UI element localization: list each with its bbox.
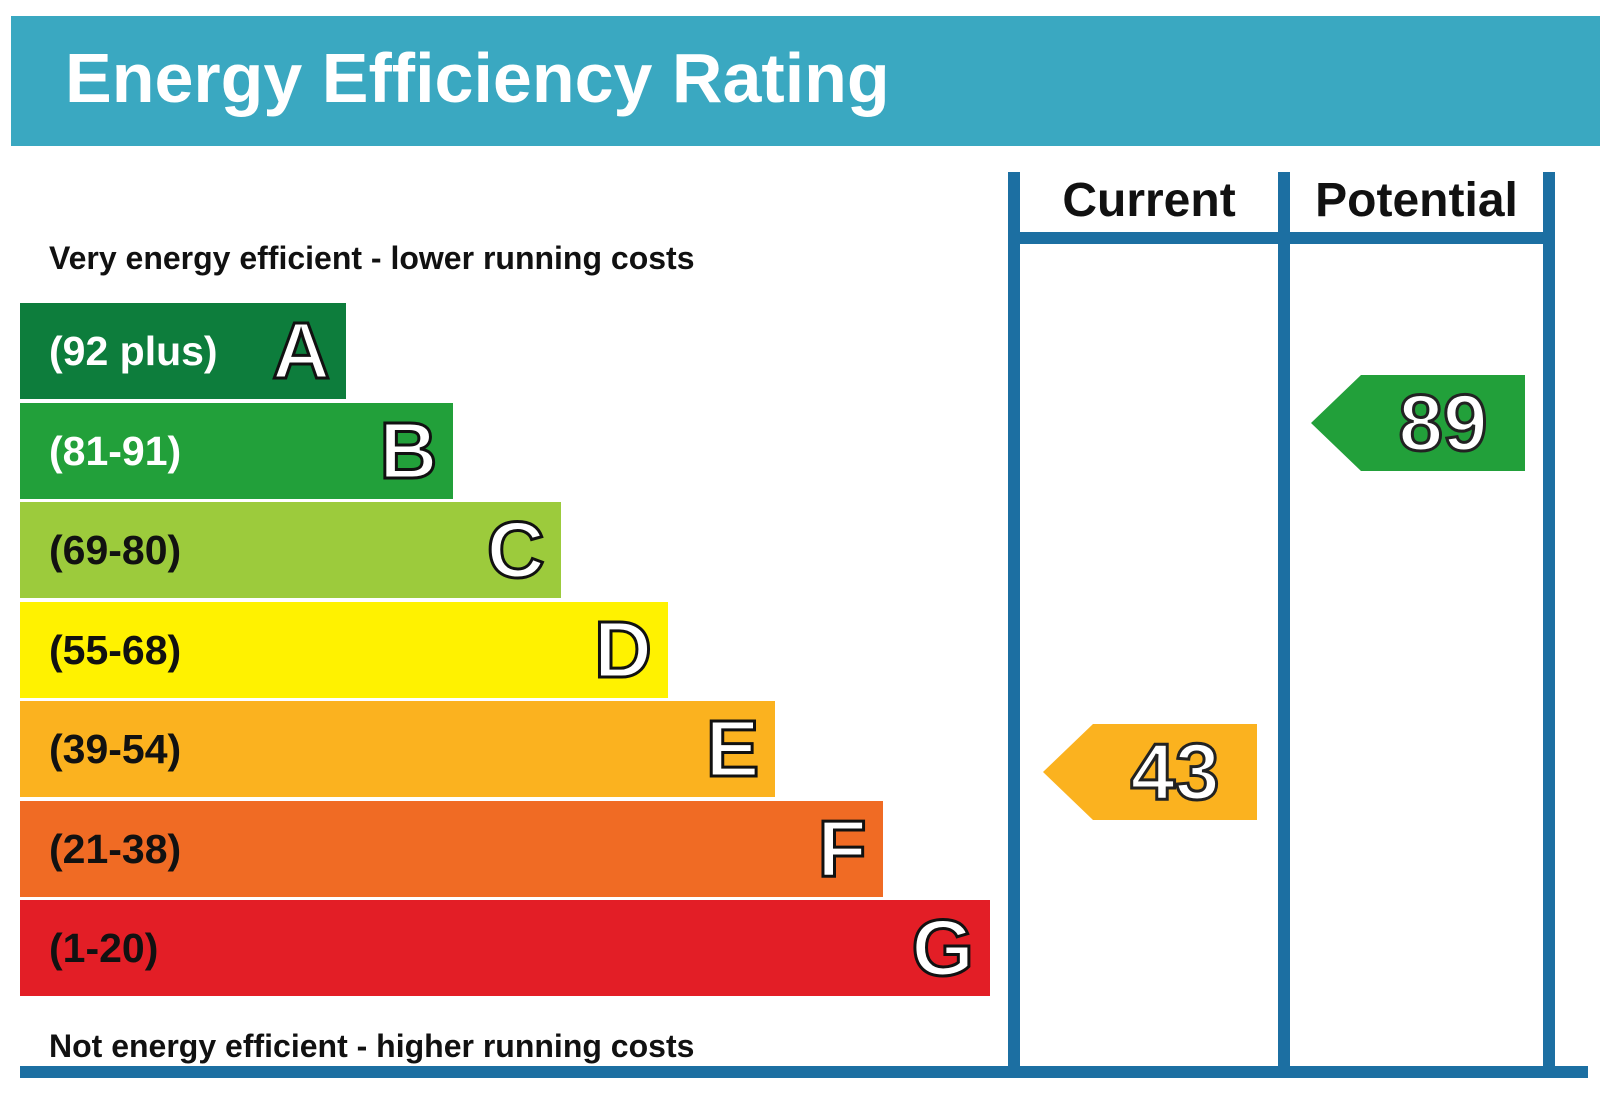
caption-very-efficient: Very energy efficient - lower running co… — [49, 240, 695, 276]
band-range-label: (81-91) — [49, 427, 182, 474]
rating-band-a: (92 plus) A — [20, 303, 346, 399]
current-arrow-shape — [1043, 724, 1257, 820]
potential-arrow-shape — [1311, 375, 1525, 471]
frame-line-left — [1008, 172, 1020, 1076]
caption-not-efficient: Not energy efficient - higher running co… — [49, 1028, 695, 1064]
page-title: Energy Efficiency Rating — [65, 39, 890, 117]
band-letter-label: C — [485, 504, 546, 596]
band-letter-label: F — [816, 802, 868, 894]
rating-band-e: (39-54) E — [20, 701, 776, 797]
rating-band-b: (81-91) B — [20, 402, 454, 499]
rating-band-c: (69-80) C — [20, 502, 561, 598]
band-range-label: (92 plus) — [49, 328, 218, 374]
band-letter-label: A — [271, 305, 332, 397]
frame-line-middle — [1278, 172, 1290, 1076]
band-range-label: (39-54) — [49, 726, 182, 772]
band-letter-label: E — [704, 703, 760, 795]
rating-band-d: (55-68) D — [20, 601, 668, 698]
potential-column-header: Potential — [1315, 174, 1518, 227]
band-letter-label: B — [378, 404, 439, 496]
rating-band-f: (21-38) F — [20, 800, 883, 897]
band-range-label: (69-80) — [49, 527, 182, 573]
band-range-label: (21-38) — [49, 825, 182, 872]
column-header-divider — [1008, 232, 1555, 244]
frame-line-right — [1543, 172, 1555, 1076]
potential-rating-value: 89 — [1397, 377, 1489, 469]
band-range-label: (1-20) — [49, 925, 159, 971]
band-letter-label: G — [910, 902, 975, 994]
header-banner: Energy Efficiency Rating — [11, 16, 1600, 146]
bottom-frame-line — [20, 1066, 1588, 1078]
band-range-label: (55-68) — [49, 626, 182, 673]
potential-rating-arrow: 89 — [1311, 375, 1525, 471]
current-rating-arrow: 43 — [1043, 724, 1257, 820]
rating-band-g: (1-20) G — [20, 900, 990, 996]
band-letter-label: D — [593, 603, 654, 695]
current-rating-value: 43 — [1129, 726, 1221, 818]
current-column-header: Current — [1062, 174, 1236, 227]
